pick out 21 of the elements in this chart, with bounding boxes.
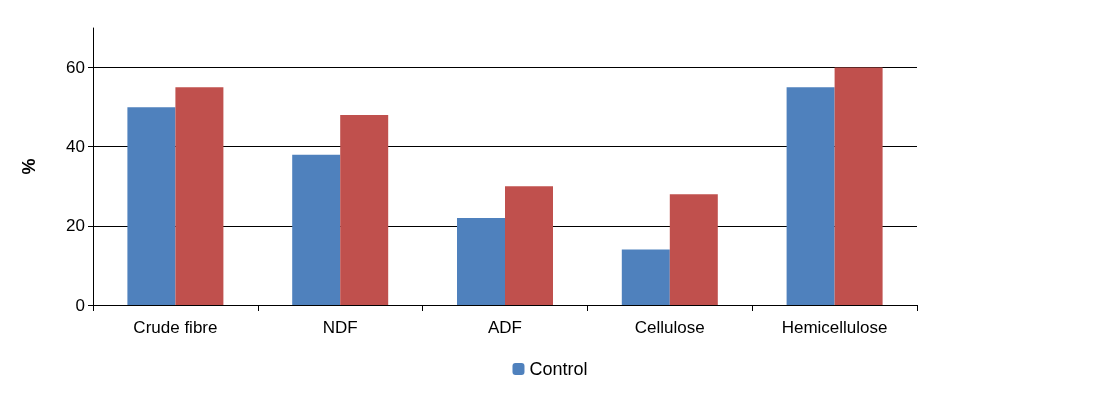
bar: [457, 217, 505, 305]
bar: [669, 194, 718, 305]
bar: [786, 87, 835, 305]
bar: [621, 249, 670, 305]
bar: [127, 107, 176, 305]
y-axis-title: %: [19, 158, 39, 175]
x-tick-label: Hemicellulose: [781, 318, 888, 337]
x-tick-label: NDF: [322, 318, 358, 337]
bar: [292, 154, 341, 305]
x-tick-label: ADF: [488, 318, 522, 337]
x-tick-label: Crude fibre: [133, 318, 218, 337]
bar: [505, 186, 553, 305]
y-tick-label: 60: [66, 58, 85, 78]
bar: [834, 67, 883, 305]
bar: [340, 115, 389, 305]
bar: [175, 87, 224, 305]
legend-label: Control: [529, 359, 588, 379]
y-tick-label: 40: [66, 137, 85, 157]
y-tick-label: 20: [66, 216, 85, 236]
x-tick-label: Cellulose: [634, 318, 705, 337]
y-tick-label: 0: [75, 295, 85, 315]
